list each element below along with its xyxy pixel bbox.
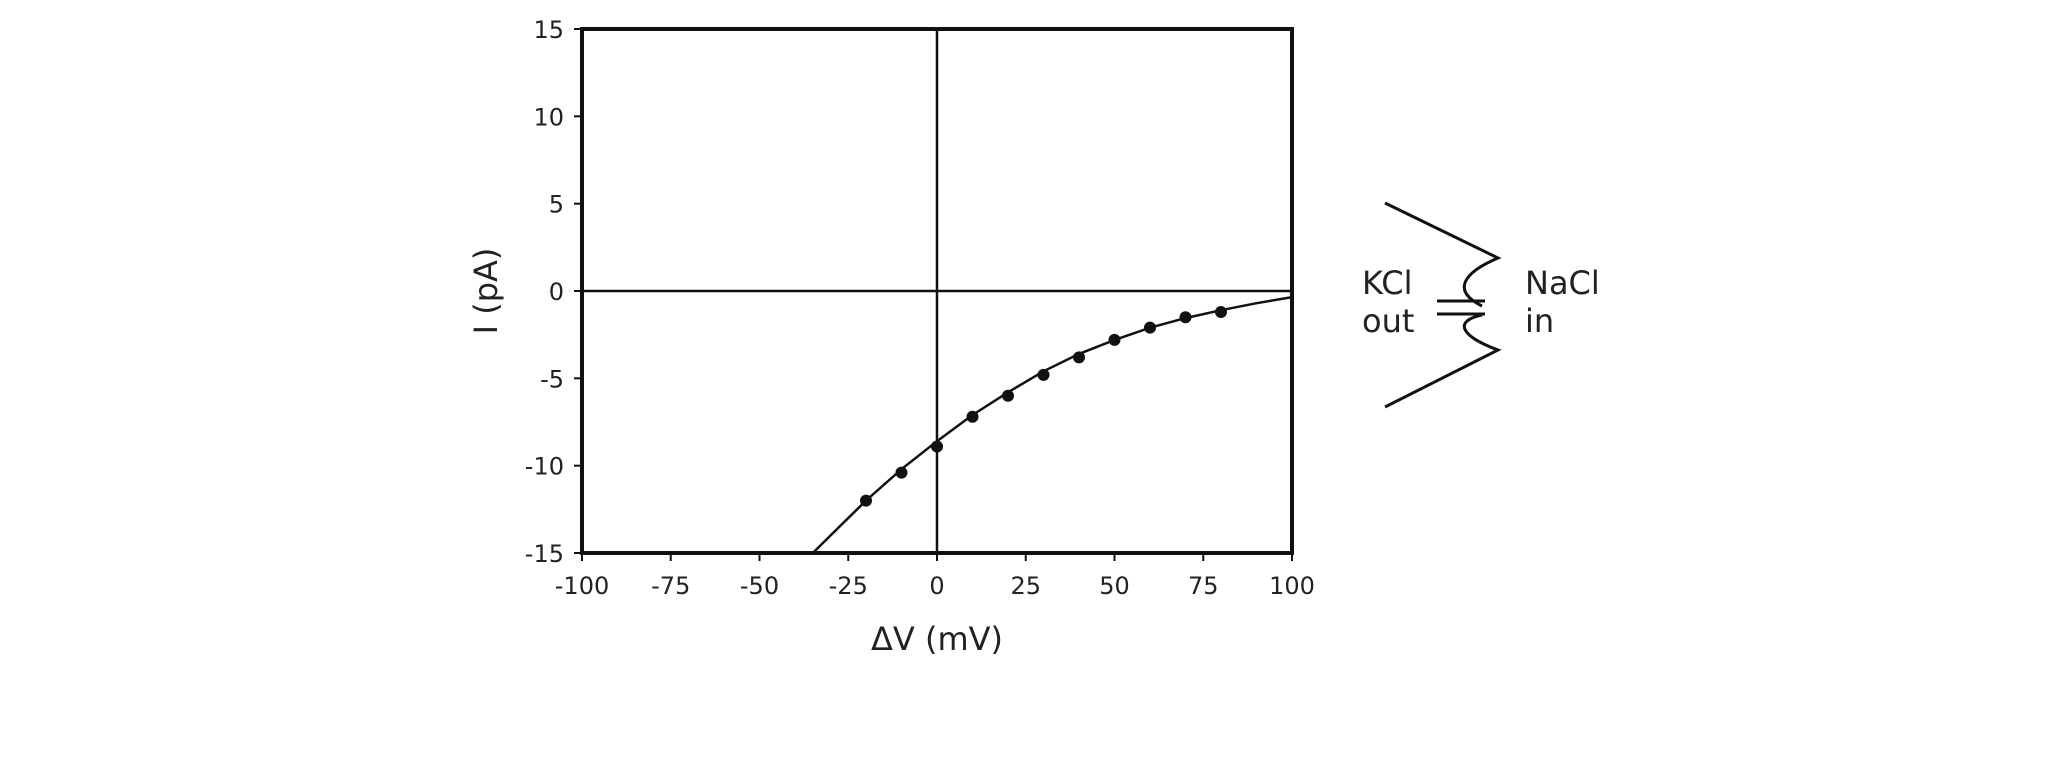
data-point-5 — [1037, 368, 1050, 381]
data-point-9 — [1179, 311, 1192, 324]
data-point-8 — [1144, 321, 1156, 334]
x-tick-label-8: 100 — [1269, 572, 1315, 600]
x-axis-ticks: -100 -75 -50 -25 0 25 50 75 100 — [555, 553, 1315, 600]
data-point-3 — [966, 410, 979, 423]
data-point-10 — [1215, 305, 1227, 318]
y-tick-label-2: 5 — [549, 191, 564, 219]
x-tick-label-2: -50 — [740, 572, 779, 600]
x-tick-label-6: 50 — [1099, 572, 1130, 600]
data-point-4 — [1002, 389, 1014, 402]
y-tick-label-4: -5 — [540, 365, 564, 393]
diagram-left-label-bottom: out — [1362, 302, 1414, 340]
x-tick-label-4: 0 — [929, 572, 944, 600]
x-tick-label-0: -100 — [555, 572, 609, 600]
fit-curve-layer — [811, 295, 1293, 554]
x-tick-label-1: -75 — [651, 572, 690, 600]
y-tick-label-0: 15 — [533, 16, 564, 44]
diagram-left-label-top: KCl — [1362, 264, 1412, 302]
data-point-1 — [895, 466, 908, 479]
membrane-diagram — [1384, 201, 1502, 409]
data-point-2 — [931, 440, 943, 453]
x-tick-label-7: 75 — [1188, 572, 1219, 600]
data-point-0 — [860, 494, 872, 507]
data-point-6 — [1073, 351, 1085, 364]
y-axis-ticks: 15 10 5 0 -5 -10 -15 — [525, 16, 582, 568]
y-tick-label-1: 10 — [533, 103, 564, 131]
x-tick-label-5: 25 — [1010, 572, 1041, 600]
diagram-right-label-bottom: in — [1525, 302, 1554, 340]
data-points-layer — [860, 305, 1227, 507]
membrane-lower-line — [1384, 313, 1502, 409]
diagram-right-label-top: NaCl — [1525, 264, 1600, 302]
x-tick-label-3: -25 — [829, 572, 868, 600]
y-axis-title: I (pA) — [467, 248, 505, 335]
zero-axes — [582, 29, 1292, 553]
fit-curve-line — [811, 295, 1293, 554]
y-tick-label-3: 0 — [549, 278, 564, 306]
y-tick-label-5: -10 — [525, 453, 564, 481]
y-tick-label-6: -15 — [525, 540, 564, 568]
data-point-7 — [1108, 333, 1121, 346]
x-axis-title: ΔV (mV) — [871, 620, 1003, 658]
